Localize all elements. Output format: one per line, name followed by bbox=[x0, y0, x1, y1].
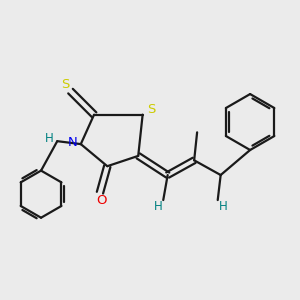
Text: H: H bbox=[219, 200, 227, 213]
Text: S: S bbox=[61, 78, 69, 91]
Text: N: N bbox=[68, 136, 77, 149]
Text: O: O bbox=[96, 194, 107, 207]
Text: H: H bbox=[45, 132, 53, 145]
Text: H: H bbox=[154, 200, 162, 213]
Text: S: S bbox=[147, 103, 155, 116]
